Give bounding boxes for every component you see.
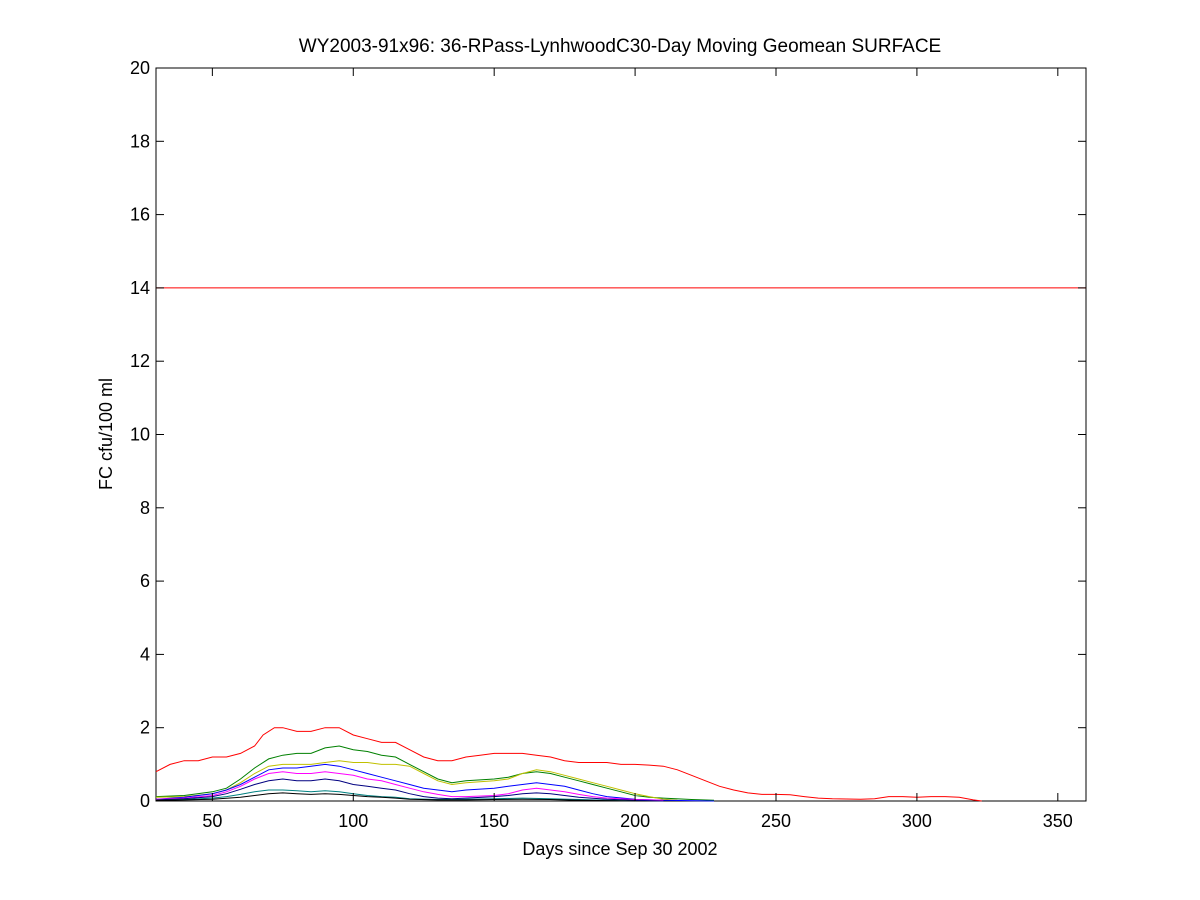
series-line-6 xyxy=(155,778,664,802)
y-tick-label: 4 xyxy=(140,644,150,664)
x-tick-label: 50 xyxy=(202,811,222,831)
x-axis-label: Days since Sep 30 2002 xyxy=(522,839,717,859)
x-tick-label: 250 xyxy=(761,811,791,831)
x-tick-label: 300 xyxy=(902,811,932,831)
plot-area: 50 100 150 200 250 300 350 0 2 4 6 8 10 12 14 16 18 20 xyxy=(130,58,1087,831)
y-tick-label: 14 xyxy=(130,278,150,298)
x-tick-label: 200 xyxy=(620,811,650,831)
tick-layer: 50 100 150 200 250 300 350 0 2 4 6 8 10 12 14 16 18 20 xyxy=(130,58,1086,831)
y-axis-label: FC cfu/100 ml xyxy=(96,378,116,490)
y-tick-label: 16 xyxy=(130,205,150,225)
chart-title: WY2003-91x96: 36-RPass-LynhwoodC30-Day M… xyxy=(299,36,941,57)
y-tick-label: 2 xyxy=(140,718,150,738)
y-tick-label: 18 xyxy=(130,131,150,151)
y-tick-label: 10 xyxy=(130,425,150,445)
y-tick-label: 6 xyxy=(140,571,150,591)
series-line-1 xyxy=(155,727,982,802)
series-line-5 xyxy=(155,771,664,801)
series-layer xyxy=(155,727,982,802)
y-tick-label: 8 xyxy=(140,498,150,518)
y-tick-label: 12 xyxy=(130,351,150,371)
series-line-2 xyxy=(155,745,715,801)
y-tick-label: 0 xyxy=(140,791,150,811)
x-tick-label: 100 xyxy=(338,811,368,831)
series-line-8 xyxy=(155,792,636,802)
x-tick-label: 350 xyxy=(1043,811,1073,831)
y-tick-label: 20 xyxy=(130,58,150,78)
series-line-3 xyxy=(155,760,678,801)
x-tick-label: 150 xyxy=(479,811,509,831)
plot-frame xyxy=(155,67,1087,802)
series-line-4 xyxy=(155,763,715,802)
